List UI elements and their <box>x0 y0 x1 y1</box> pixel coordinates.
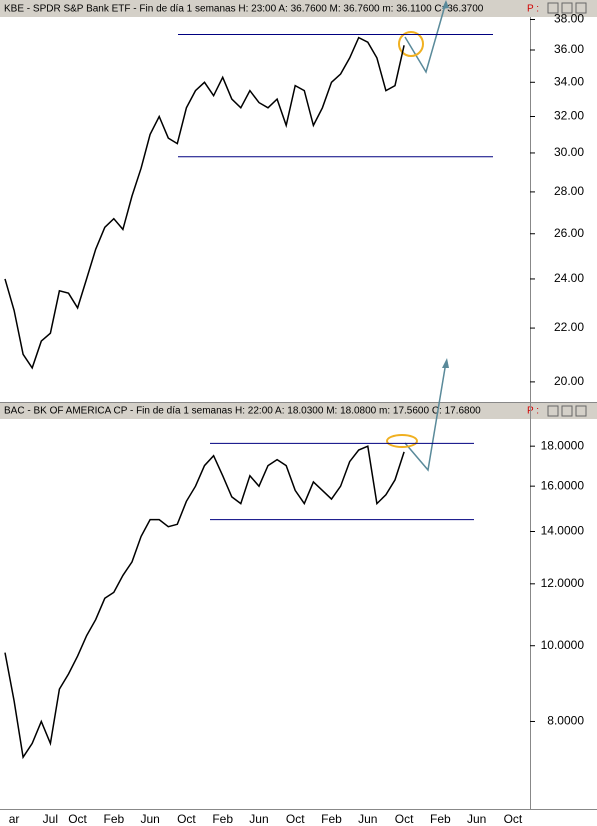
x-tick-label: ar <box>9 812 20 826</box>
maximize-button[interactable] <box>561 2 573 14</box>
y-tick-label: 32.00 <box>554 109 584 123</box>
y-tick-label: 16.0000 <box>541 478 585 492</box>
projection-arrow <box>404 361 447 472</box>
minimize-button[interactable] <box>547 405 559 417</box>
x-tick-label: Feb <box>321 812 342 826</box>
arrow-head <box>442 0 449 9</box>
y-tick-label: 28.00 <box>554 184 584 198</box>
window-buttons[interactable] <box>547 2 587 417</box>
y-tick-label: 26.00 <box>554 226 584 240</box>
close-button[interactable] <box>575 2 587 14</box>
y-tick-label: 24.00 <box>554 271 584 285</box>
x-tick-label: Oct <box>504 812 523 826</box>
y-tick-label: 20.00 <box>554 374 584 388</box>
x-tick-label: Jun <box>467 812 486 826</box>
y-tick-label: 10.0000 <box>541 638 585 652</box>
x-tick-label: Jun <box>249 812 268 826</box>
arrow-head <box>442 358 449 368</box>
x-tick-label: Feb <box>103 812 124 826</box>
y-tick-label: 30.00 <box>554 145 584 159</box>
y-tick-label: 18.0000 <box>541 438 585 452</box>
y-tick-label: 14.0000 <box>541 524 585 538</box>
y-tick-label: 12.0000 <box>541 576 585 590</box>
panel-title: KBE - SPDR S&P Bank ETF - Fin de día 1 s… <box>4 4 484 15</box>
maximize-button[interactable] <box>561 405 573 417</box>
x-tick-label: Oct <box>68 812 87 826</box>
x-tick-label: Jul <box>43 812 58 826</box>
panel-header <box>0 403 597 419</box>
highlight-circle <box>386 434 418 448</box>
x-tick-label: Oct <box>395 812 414 826</box>
panel-title: BAC - BK OF AMERICA CP - Fin de día 1 se… <box>4 406 481 417</box>
x-tick-label: Feb <box>212 812 233 826</box>
x-tick-label: Jun <box>358 812 377 826</box>
minimize-button[interactable] <box>547 2 559 14</box>
x-tick-label: Jun <box>140 812 159 826</box>
panel-status: P : <box>527 406 539 417</box>
y-tick-label: 36.00 <box>554 42 584 56</box>
panel-status: P : <box>527 4 539 15</box>
highlight-circle <box>398 31 424 57</box>
y-tick-label: 38.00 <box>554 12 584 26</box>
y-tick-label: 34.00 <box>554 74 584 88</box>
close-button[interactable] <box>575 405 587 417</box>
price-line <box>4 36 405 370</box>
x-tick-label: Feb <box>430 812 451 826</box>
x-tick-label: Oct <box>286 812 305 826</box>
projection-arrow <box>404 1 447 74</box>
panel-header <box>0 0 597 17</box>
y-tick-label: 22.00 <box>554 320 584 334</box>
x-tick-label: Oct <box>177 812 196 826</box>
price-line <box>4 445 405 760</box>
y-tick-label: 8.0000 <box>547 714 584 728</box>
